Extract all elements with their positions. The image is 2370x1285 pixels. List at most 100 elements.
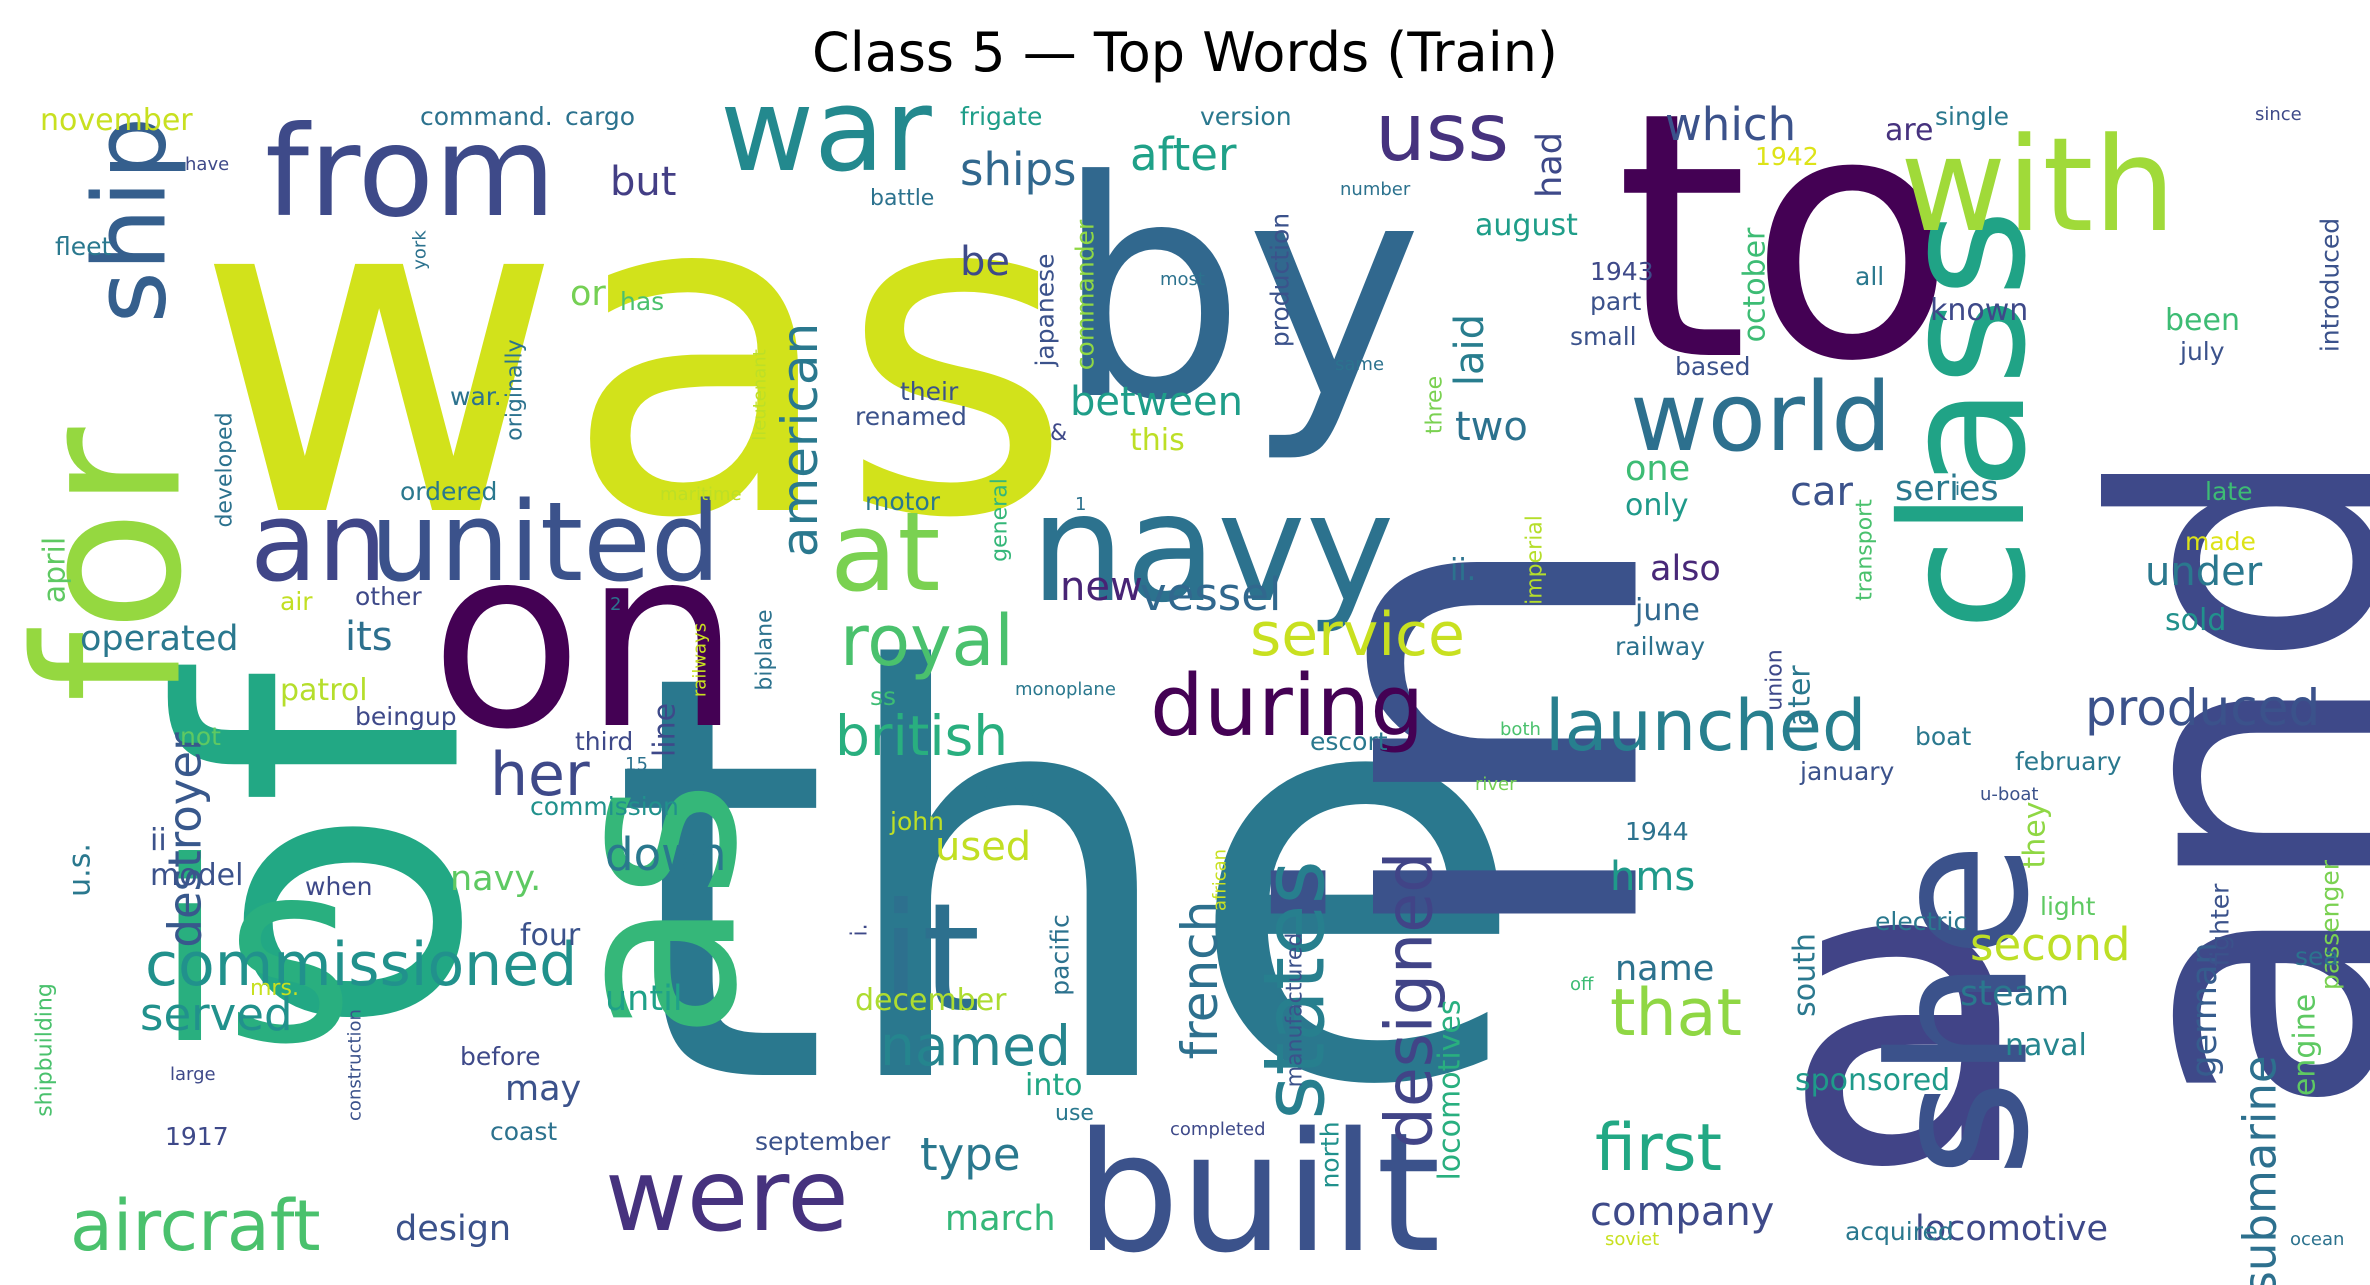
word-198: ocean <box>2290 1229 2344 1250</box>
word-111: passenger <box>2316 859 2345 990</box>
word-114: north <box>1316 1121 1345 1188</box>
word-171: both <box>1500 719 1541 740</box>
word-73: car <box>1790 469 1854 515</box>
word-139: originally <box>503 339 528 440</box>
word-149: maritime <box>660 484 742 505</box>
word-104: four <box>520 918 581 953</box>
word-148: ordered <box>400 477 497 506</box>
word-32: royal <box>840 600 1014 682</box>
word-183: pacific <box>1046 914 1075 995</box>
word-126: production <box>1266 213 1295 347</box>
word-177: when <box>305 872 373 901</box>
word-134: part <box>1590 287 1641 316</box>
word-190: construction <box>345 1009 366 1121</box>
word-193: coast <box>490 1117 557 1146</box>
word-131: 1943 <box>1590 257 1654 286</box>
word-39: that <box>1610 976 1742 1051</box>
word-96: november <box>40 103 193 138</box>
word-99: ii. <box>1450 553 1476 588</box>
word-37: her <box>490 740 590 810</box>
figure-title: Class 5 — Top Words (Train) <box>811 21 1558 84</box>
word-48: between <box>1070 379 1243 425</box>
word-74: series <box>1895 469 1999 509</box>
word-184: i. <box>848 923 873 936</box>
word-56: navy. <box>450 859 541 899</box>
word-45: ships <box>960 143 1076 196</box>
word-60: locomotive <box>1915 1209 2108 1249</box>
word-102: are <box>1885 113 1934 148</box>
word-173: february <box>2015 747 2122 776</box>
word-95: engine <box>2288 994 2323 1096</box>
word-157: imperial <box>1523 515 1548 605</box>
word-156: transport <box>1853 499 1878 601</box>
word-71: had <box>1530 132 1570 198</box>
word-63: its <box>345 614 393 660</box>
word-146: three <box>1423 376 1448 434</box>
word-115: command. <box>420 102 553 131</box>
word-168: 15 <box>625 754 648 775</box>
word-187: mrs. <box>250 976 299 1001</box>
word-30: commissioned <box>145 930 577 1000</box>
word-21: war <box>720 64 933 198</box>
word-153: late <box>2205 477 2252 506</box>
word-124: number <box>1340 179 1411 200</box>
word-119: single <box>1935 102 2009 131</box>
word-58: type <box>920 1128 1021 1181</box>
word-78: also <box>1650 549 1721 589</box>
word-167: third <box>575 727 633 756</box>
word-87: known <box>1930 293 2028 328</box>
word-122: 1942 <box>1755 142 1819 171</box>
word-155: made <box>2185 527 2256 556</box>
word-113: early <box>980 777 1043 806</box>
word-163: railways <box>690 623 711 697</box>
word-164: ss <box>870 682 896 711</box>
word-137: july <box>2179 337 2225 366</box>
word-53: hms <box>1610 854 1695 900</box>
word-0: the <box>610 556 1529 1208</box>
word-82: into <box>1025 1068 1082 1103</box>
word-112: fighter <box>2206 883 2235 967</box>
word-144: developed <box>213 412 238 527</box>
word-3: and <box>2041 441 2370 1118</box>
word-109: line <box>648 703 683 757</box>
word-84: operated <box>80 619 238 659</box>
word-174: u-boat <box>1980 784 2038 805</box>
word-33: service <box>1250 600 1465 670</box>
word-51: served <box>140 988 293 1041</box>
word-29: aircraft <box>70 1185 321 1267</box>
word-92: sold <box>2165 603 2226 638</box>
word-98: ii <box>150 823 167 858</box>
word-159: other <box>355 582 422 611</box>
word-194: use <box>1055 1101 1094 1126</box>
word-106: april <box>38 537 73 603</box>
word-54: laid <box>1447 314 1493 386</box>
word-83: may <box>505 1069 581 1109</box>
word-103: they <box>2018 802 2053 869</box>
word-19: united <box>370 478 721 606</box>
word-1: was <box>195 93 1073 617</box>
word-133: has <box>620 287 664 316</box>
word-80: steam <box>1960 974 2069 1014</box>
word-49: vessel <box>1140 568 1281 621</box>
word-68: name <box>1615 949 1714 989</box>
word-162: biplane <box>753 609 778 690</box>
word-24: at <box>830 488 941 616</box>
word-16: with <box>1900 109 2176 261</box>
word-75: until <box>605 979 683 1019</box>
word-140: lieutenant <box>750 349 771 441</box>
word-64: two <box>1455 404 1528 450</box>
word-57: second <box>1970 918 2131 971</box>
word-28: states <box>1246 860 1345 1120</box>
word-191: large <box>170 1064 216 1085</box>
word-136: introduced <box>2316 218 2345 352</box>
word-178: john <box>889 807 944 836</box>
word-182: african <box>1210 849 1231 911</box>
word-8: as <box>522 780 789 1041</box>
word-142: their <box>900 377 959 406</box>
word-52: down <box>605 828 726 881</box>
word-151: general <box>988 478 1013 562</box>
word-26: uss <box>1375 86 1509 179</box>
word-40: named <box>880 1014 1071 1078</box>
word-97: later <box>1783 665 1818 735</box>
